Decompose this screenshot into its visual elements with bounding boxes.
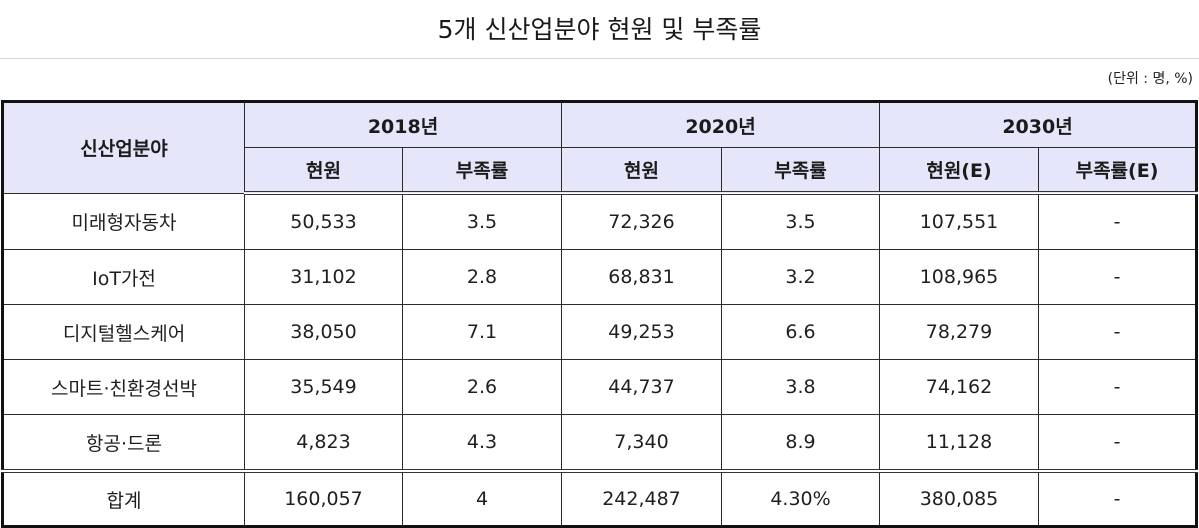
cell-2020-staff: 49,253 bbox=[561, 304, 722, 360]
header-2020-shortage: 부족률 bbox=[721, 147, 880, 195]
row-field: 항공·드론 bbox=[2, 414, 245, 473]
header-year-2030: 2030년 bbox=[879, 101, 1197, 148]
cell-2018-shortage: 4.3 bbox=[402, 414, 562, 473]
cell-2020-shortage: 8.9 bbox=[721, 414, 880, 473]
cell-2020-shortage: 3.8 bbox=[721, 359, 880, 415]
header-year-2018: 2018년 bbox=[244, 101, 562, 148]
cell-2030-shortage: - bbox=[1038, 304, 1197, 360]
total-2020-staff: 242,487 bbox=[561, 470, 722, 527]
row-field: 미래형자동차 bbox=[2, 192, 245, 250]
row-field: 디지털헬스케어 bbox=[2, 304, 245, 360]
cell-2030-shortage: - bbox=[1038, 414, 1197, 473]
cell-2030-shortage: - bbox=[1038, 359, 1197, 415]
cell-2018-staff: 38,050 bbox=[244, 304, 403, 360]
header-year-2020: 2020년 bbox=[561, 101, 880, 148]
cell-2030-shortage: - bbox=[1038, 249, 1197, 305]
header-2030-staff: 현원(E) bbox=[879, 147, 1039, 195]
header-2020-staff: 현원 bbox=[561, 147, 722, 195]
cell-2020-shortage: 3.5 bbox=[721, 192, 880, 250]
cell-2018-shortage: 3.5 bbox=[402, 192, 562, 250]
total-2030-shortage: - bbox=[1038, 470, 1197, 527]
cell-2020-shortage: 3.2 bbox=[721, 249, 880, 305]
table-row: 디지털헬스케어 38,050 7.1 49,253 6.6 78,279 - bbox=[2, 304, 1197, 360]
header-field: 신산업분야 bbox=[2, 101, 245, 194]
cell-2020-staff: 7,340 bbox=[561, 414, 722, 473]
total-2018-shortage: 4 bbox=[402, 470, 562, 527]
cell-2030-shortage: - bbox=[1038, 192, 1197, 250]
cell-2030-staff: 78,279 bbox=[879, 304, 1039, 360]
header-row-years: 신산업분야 2018년 2020년 2030년 bbox=[2, 101, 1197, 194]
total-2018-staff: 160,057 bbox=[244, 470, 403, 527]
table-row: 항공·드론 4,823 4.3 7,340 8.9 11,128 - bbox=[2, 414, 1197, 473]
table-row: 스마트·친환경선박 35,549 2.6 44,737 3.8 74,162 - bbox=[2, 359, 1197, 415]
cell-2018-shortage: 7.1 bbox=[402, 304, 562, 360]
unit-note: (단위 : 명, %) bbox=[1107, 71, 1193, 87]
table-row: IoT가전 31,102 2.8 68,831 3.2 108,965 - bbox=[2, 249, 1197, 305]
cell-2018-staff: 4,823 bbox=[244, 414, 403, 473]
page-title: 5개 신산업분야 현원 및 부족률 bbox=[0, 0, 1199, 59]
cell-2020-staff: 44,737 bbox=[561, 359, 722, 415]
cell-2030-staff: 74,162 bbox=[879, 359, 1039, 415]
header-2030-shortage: 부족률(E) bbox=[1038, 147, 1197, 195]
table-row: 미래형자동차 50,533 3.5 72,326 3.5 107,551 - bbox=[2, 192, 1197, 250]
cell-2018-staff: 31,102 bbox=[244, 249, 403, 305]
header-row-metrics: 현원 부족률 현원 부족률 현원(E) 부족률(E) bbox=[3, 147, 1197, 195]
cell-2030-staff: 11,128 bbox=[879, 414, 1039, 473]
cell-2020-shortage: 6.6 bbox=[721, 304, 880, 360]
total-2030-staff: 380,085 bbox=[879, 470, 1039, 527]
cell-2020-staff: 68,831 bbox=[561, 249, 722, 305]
total-2020-shortage: 4.30% bbox=[721, 470, 880, 527]
total-label: 합계 bbox=[2, 470, 245, 527]
cell-2018-staff: 35,549 bbox=[244, 359, 403, 415]
header-2018-staff: 현원 bbox=[244, 147, 403, 195]
cell-2030-staff: 108,965 bbox=[879, 249, 1039, 305]
cell-2018-shortage: 2.6 bbox=[402, 359, 562, 415]
cell-2018-staff: 50,533 bbox=[244, 192, 403, 250]
cell-2020-staff: 72,326 bbox=[561, 192, 722, 250]
row-field: IoT가전 bbox=[2, 249, 245, 305]
header-2018-shortage: 부족률 bbox=[402, 147, 562, 195]
workforce-shortage-table: 신산업분야 2018년 2020년 2030년 현원 부족률 현원 부족률 현원… bbox=[1, 100, 1198, 528]
row-field: 스마트·친환경선박 bbox=[2, 359, 245, 415]
cell-2018-shortage: 2.8 bbox=[402, 249, 562, 305]
total-row: 합계 160,057 4 242,487 4.30% 380,085 - bbox=[2, 470, 1197, 527]
cell-2030-staff: 107,551 bbox=[879, 192, 1039, 250]
